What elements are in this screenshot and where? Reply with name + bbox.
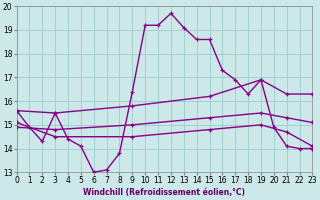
X-axis label: Windchill (Refroidissement éolien,°C): Windchill (Refroidissement éolien,°C) [84,188,245,197]
